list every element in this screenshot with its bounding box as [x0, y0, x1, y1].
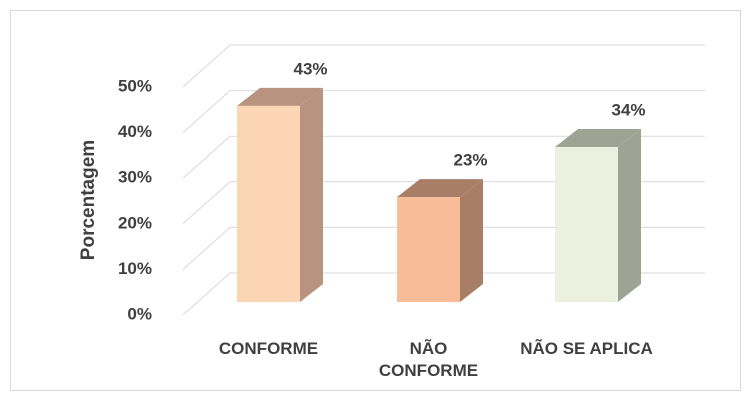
bar-top — [397, 179, 483, 198]
bar-front — [237, 105, 300, 302]
bar-side — [300, 87, 323, 302]
chart-border — [10, 10, 741, 391]
y-tick-label: 40% — [118, 122, 152, 141]
bar — [397, 179, 483, 302]
y-tick-label: 20% — [118, 213, 152, 232]
data-label: 34% — [611, 100, 645, 119]
y-tick-label: 30% — [118, 168, 152, 187]
bar-side — [460, 179, 483, 302]
bar — [237, 87, 323, 302]
grid-line — [182, 90, 705, 133]
bar-top — [555, 128, 641, 147]
grid-line — [182, 181, 705, 225]
bar-front — [397, 197, 460, 302]
y-tick-label: 0% — [127, 304, 152, 323]
bar-side — [618, 128, 641, 302]
grid-line — [182, 135, 705, 179]
y-tick-label: 50% — [118, 76, 152, 95]
y-axis-title: Porcentagem — [78, 140, 99, 260]
grid-line — [182, 226, 705, 270]
grid-line — [182, 44, 705, 88]
x-tick-label: NÃO CONFORME — [378, 339, 479, 380]
bar-front — [555, 146, 618, 302]
x-tick-label: CONFORME — [218, 339, 319, 358]
x-tick-label: NÃO SE APLICA — [520, 339, 653, 358]
y-tick-label: 10% — [118, 259, 152, 278]
data-label: 43% — [293, 59, 327, 78]
grid-line — [182, 272, 705, 316]
data-label: 23% — [453, 151, 487, 170]
bar-top — [237, 87, 323, 106]
bar — [555, 128, 641, 302]
